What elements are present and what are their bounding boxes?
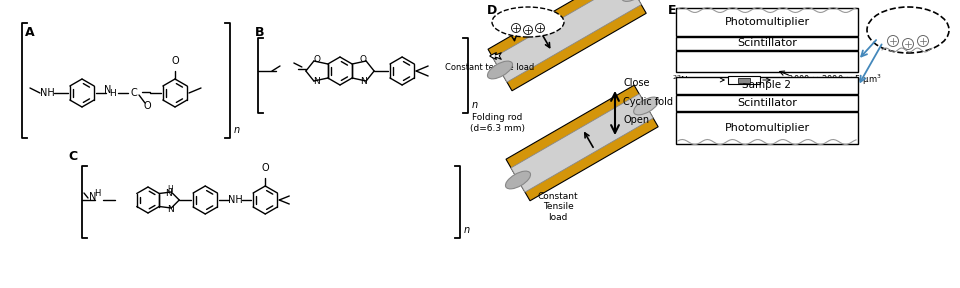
Bar: [728, 76, 760, 84]
Text: n: n: [464, 225, 470, 235]
Text: Sample 2: Sample 2: [742, 81, 791, 90]
Ellipse shape: [492, 7, 564, 37]
Circle shape: [512, 24, 520, 33]
Text: Open: Open: [623, 115, 649, 125]
Ellipse shape: [622, 0, 647, 1]
Text: B: B: [255, 26, 265, 39]
Text: n: n: [234, 125, 240, 135]
Text: N: N: [89, 192, 97, 202]
Circle shape: [536, 24, 544, 33]
Bar: [676, 77, 858, 94]
Text: O: O: [171, 56, 179, 66]
Text: Fabric: Fabric: [887, 16, 929, 29]
Text: Sample 1: Sample 1: [684, 57, 733, 67]
Text: O: O: [313, 56, 321, 65]
Text: Close: Close: [623, 78, 650, 88]
Circle shape: [523, 26, 533, 35]
Ellipse shape: [634, 97, 659, 115]
Text: ≈ 2000 × 2000 × 5 μm$^3$: ≈ 2000 × 2000 × 5 μm$^3$: [778, 73, 882, 87]
Ellipse shape: [506, 171, 531, 189]
Text: Constant
Tensile
load: Constant Tensile load: [538, 192, 578, 222]
Text: F abric: F abric: [513, 12, 543, 22]
Bar: [676, 112, 858, 144]
Polygon shape: [506, 85, 659, 201]
Circle shape: [887, 35, 899, 46]
Bar: [676, 37, 858, 50]
Text: N: N: [314, 77, 321, 86]
Text: O: O: [360, 56, 367, 65]
Text: $^{22}$Na source: $^{22}$Na source: [672, 74, 727, 86]
Text: Folding rod
(d=6.3 mm): Folding rod (d=6.3 mm): [469, 113, 524, 133]
Ellipse shape: [488, 61, 513, 79]
Text: NH: NH: [228, 195, 243, 205]
Polygon shape: [493, 0, 641, 82]
Bar: [676, 8, 858, 36]
Text: H: H: [94, 190, 100, 198]
Text: Constant tensile load: Constant tensile load: [445, 63, 535, 72]
Text: D: D: [487, 4, 497, 17]
Text: Scintillator: Scintillator: [737, 98, 797, 108]
Bar: [676, 51, 858, 72]
Text: N: N: [105, 85, 111, 95]
Circle shape: [918, 35, 928, 46]
Bar: [676, 95, 858, 111]
Text: NH: NH: [39, 88, 55, 98]
Circle shape: [902, 39, 914, 50]
Text: Photomultiplier: Photomultiplier: [725, 123, 809, 133]
Text: C: C: [68, 150, 77, 163]
Text: N: N: [167, 206, 174, 215]
Bar: [738, 77, 750, 82]
Text: N: N: [165, 189, 172, 198]
Text: C: C: [131, 88, 137, 98]
Text: Cover foil: Cover foil: [776, 61, 823, 71]
Text: Scintillator: Scintillator: [737, 39, 797, 48]
Text: H: H: [167, 185, 173, 194]
Polygon shape: [488, 0, 646, 91]
Text: O: O: [261, 163, 269, 173]
Text: N: N: [360, 77, 367, 86]
Text: Cyclic fold: Cyclic fold: [623, 97, 673, 107]
Ellipse shape: [867, 7, 949, 53]
Text: n: n: [472, 100, 478, 110]
Text: E: E: [668, 4, 677, 17]
Text: A: A: [25, 26, 35, 39]
Polygon shape: [511, 94, 653, 192]
Text: Photomultiplier: Photomultiplier: [725, 17, 809, 27]
Text: H: H: [109, 88, 116, 98]
Text: O: O: [143, 101, 151, 111]
